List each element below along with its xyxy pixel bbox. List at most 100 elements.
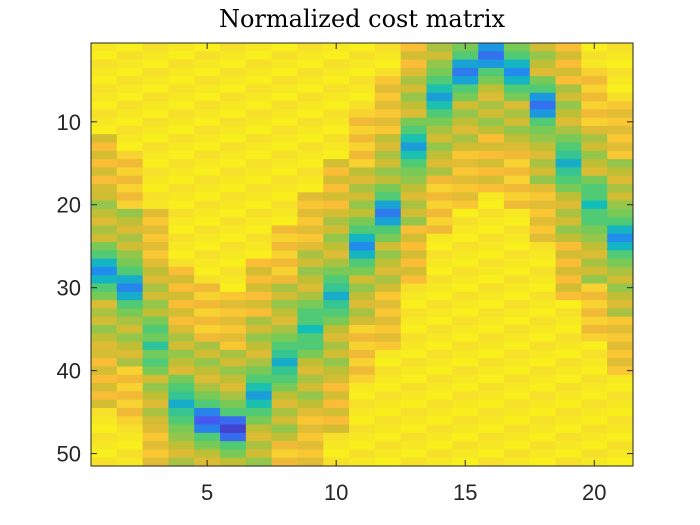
heatmap-cell (168, 43, 195, 52)
heatmap-cell (297, 374, 324, 384)
heatmap-cell (271, 134, 299, 144)
heatmap-cell (220, 333, 247, 343)
heatmap-cell (168, 333, 195, 343)
heatmap-cell (426, 349, 453, 359)
heatmap-cell (323, 84, 350, 94)
heatmap-cell (426, 383, 453, 392)
heatmap-cell (452, 175, 479, 185)
heatmap-cell (142, 217, 170, 227)
heatmap-cell (581, 266, 608, 276)
heatmap-cell (142, 300, 170, 310)
heatmap-cell (607, 175, 634, 185)
heatmap-cell (555, 250, 582, 260)
heatmap-cell (529, 242, 557, 251)
heatmap-cell (142, 84, 170, 94)
heatmap-cell (452, 225, 479, 235)
heatmap-cell (581, 275, 608, 285)
heatmap-cell (91, 300, 118, 310)
heatmap-cell (452, 424, 479, 434)
heatmap-cell (220, 242, 247, 251)
heatmap-cell (194, 92, 221, 102)
heatmap-cell (116, 208, 144, 218)
heatmap-cell (452, 349, 479, 359)
heatmap-cell (607, 383, 634, 392)
heatmap-cell (400, 349, 428, 359)
heatmap-cell (555, 233, 582, 243)
heatmap-cell (349, 308, 376, 318)
heatmap-cell (374, 142, 402, 152)
heatmap-cell (168, 457, 195, 467)
heatmap-cell (503, 192, 531, 202)
heatmap-cell (142, 424, 170, 434)
heatmap-cell (374, 134, 402, 144)
heatmap-cell (323, 250, 350, 260)
heatmap-cell (168, 308, 195, 318)
heatmap-cell (116, 424, 144, 434)
heatmap-cell (452, 432, 479, 442)
heatmap-cell (555, 399, 582, 409)
heatmap-cell (555, 449, 582, 459)
heatmap-cell (323, 142, 350, 152)
heatmap-cell (245, 407, 273, 417)
heatmap-cell (529, 416, 557, 426)
heatmap-cell (297, 167, 324, 177)
heatmap-cell (116, 341, 144, 351)
heatmap-cell (168, 300, 195, 310)
heatmap-cell (220, 283, 247, 293)
heatmap-cell (607, 217, 634, 227)
heatmap-cell (555, 424, 582, 434)
heatmap-cell (142, 333, 170, 343)
heatmap-cell (194, 125, 221, 135)
heatmap-cell (245, 167, 273, 177)
heatmap-cell (426, 192, 453, 202)
heatmap-cell (220, 399, 247, 409)
heatmap-cell (349, 358, 376, 368)
heatmap-cell (478, 167, 505, 177)
heatmap-cell (271, 109, 299, 119)
heatmap-cell (426, 407, 453, 417)
heatmap-cell (529, 92, 557, 102)
heatmap-cell (349, 432, 376, 442)
heatmap-cell (607, 308, 634, 318)
heatmap-cell (194, 399, 221, 409)
heatmap-cell (529, 101, 557, 110)
heatmap-cell (245, 383, 273, 392)
heatmap-cell (400, 109, 428, 119)
heatmap-cell (426, 167, 453, 177)
heatmap-cell (271, 316, 299, 326)
heatmap-cell (220, 266, 247, 276)
heatmap-cell (245, 374, 273, 384)
heatmap-cell (271, 225, 299, 235)
heatmap-cell (116, 333, 144, 343)
heatmap-cell (478, 391, 505, 401)
heatmap-cell (349, 250, 376, 260)
heatmap-cell (400, 184, 428, 193)
heatmap-cell (271, 217, 299, 227)
heatmap-cell (581, 84, 608, 94)
heatmap-cell (529, 441, 557, 451)
heatmap-cell (426, 76, 453, 86)
heatmap-cell (374, 51, 402, 61)
heatmap-cell (374, 358, 402, 368)
heatmap-cell (503, 51, 531, 61)
heatmap-cell (220, 291, 247, 301)
heatmap-cell (142, 283, 170, 293)
heatmap-cell (478, 349, 505, 359)
heatmap-cell (220, 275, 247, 285)
heatmap-cell (116, 101, 144, 110)
heatmap-cell (271, 233, 299, 243)
heatmap-cell (607, 283, 634, 293)
heatmap-cell (271, 67, 299, 77)
heatmap-cell (555, 92, 582, 102)
heatmap-cell (245, 208, 273, 218)
heatmap-cell (194, 233, 221, 243)
heatmap-cell (555, 208, 582, 218)
heatmap-cell (297, 117, 324, 127)
heatmap-cell (555, 175, 582, 185)
heatmap-cell (142, 92, 170, 102)
x-tick-label: 15 (453, 480, 477, 505)
heatmap-cell (478, 67, 505, 77)
heatmap-cell (581, 308, 608, 318)
heatmap-cell (297, 333, 324, 343)
heatmap-cell (349, 150, 376, 160)
